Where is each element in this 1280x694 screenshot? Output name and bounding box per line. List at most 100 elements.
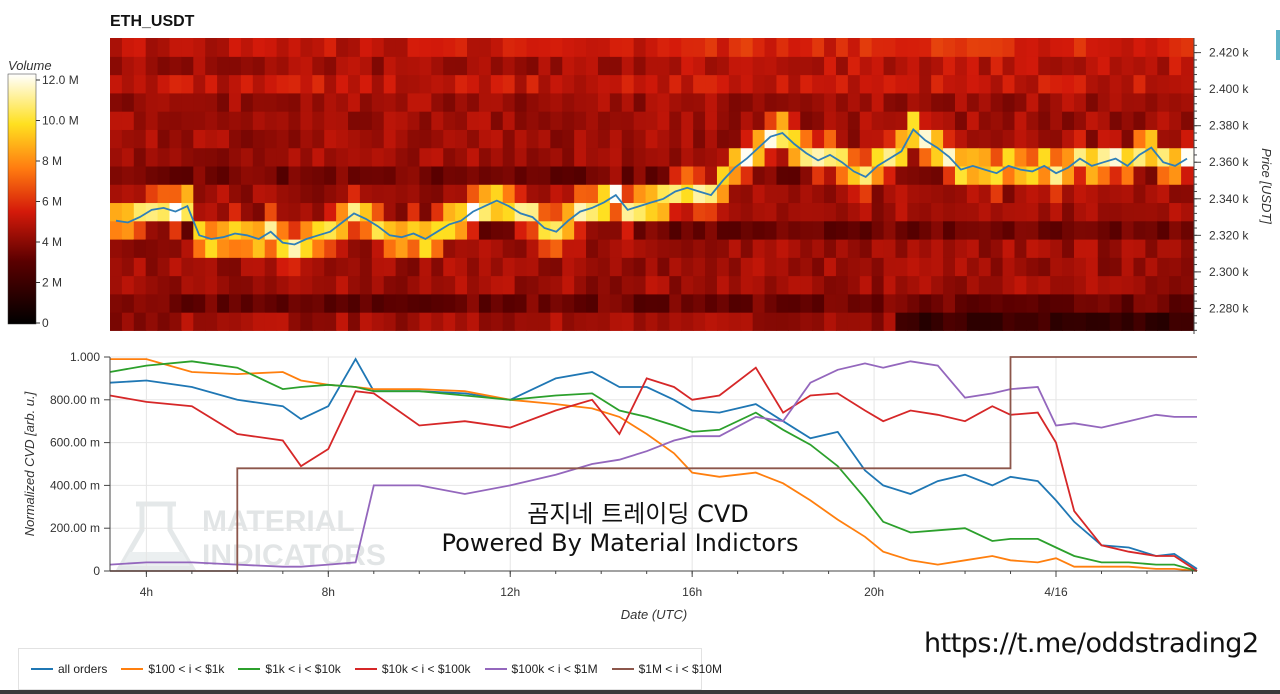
heatmap-cell [776,147,789,167]
heatmap-cell [490,275,504,295]
heatmap-cell [550,257,563,277]
heatmap-cell [633,165,647,185]
heatmap-cell [157,111,171,130]
heatmap-cell [205,111,218,130]
heatmap-cell [217,220,230,240]
legend-item[interactable]: $1k < i < $10k [238,662,341,676]
heatmap-cell [431,202,444,222]
heatmap-cell [348,74,361,94]
heatmap-cell [229,220,242,240]
heatmap-cell [681,129,694,149]
heatmap-cell [514,165,528,185]
heatmap-cell [145,238,159,258]
heatmap-cell [336,92,349,112]
heatmap-cell [907,184,920,204]
heatmap-cell [217,38,230,57]
heatmap-cell [669,238,682,258]
heatmap-cell [835,220,849,240]
heatmap-cell [300,111,313,130]
heatmap-cell [883,38,897,57]
heatmap-cell [419,312,432,331]
heatmap-cell [1133,129,1146,149]
heatmap-cell [229,257,242,277]
heatmap-cell [490,111,504,130]
heatmap-cell [883,92,897,112]
heatmap-cell [657,129,670,149]
heatmap-cell [693,147,706,167]
heatmap-cell [954,184,968,204]
heatmap-cell [764,220,778,240]
heatmap-cell [205,129,218,149]
heatmap-cell [597,220,611,240]
heatmap-cell [1085,275,1099,295]
cvd-axis-label: Normalized CVD [arb. u.] [22,391,37,536]
heatmap-cell [1145,184,1158,204]
telegram-link[interactable]: https://t.me/oddstrading2 [924,628,1259,659]
heatmap-cell [609,38,623,57]
legend-item[interactable]: $10k < i < $100k [354,662,471,676]
heatmap-cell [324,38,337,57]
heatmap-cell [752,312,766,331]
legend-item[interactable]: $100k < i < $1M [484,662,598,676]
heatmap-cell [467,111,480,130]
heatmap-cell [728,275,742,295]
heatmap-cell [633,74,647,94]
heatmap-cell [586,56,599,76]
heatmap-cell [824,220,837,240]
heatmap-cell [359,129,373,149]
heatmap-cell [919,111,932,130]
heatmap-cell [657,257,670,277]
heatmap-cell [645,92,659,112]
heatmap-cell [954,202,968,222]
heatmap-cell [193,165,206,185]
heatmap-cell [931,257,944,277]
heatmap-cell [181,129,194,149]
heatmap-cell [121,312,135,331]
heatmap-cell [1109,165,1123,185]
heatmap-cell [621,184,635,204]
heatmap-cell [883,202,897,222]
heatmap-cell [1050,56,1063,76]
heatmap-cell [1133,165,1146,185]
heatmap-cell [1050,220,1063,240]
heatmap-cell [990,56,1004,76]
heatmap-cell [800,147,813,167]
heatmap-cell [407,238,421,258]
heatmap-cell [812,129,825,149]
heatmap-cell [110,257,123,277]
cvd-x-tick-label: 4/16 [1044,585,1068,599]
heatmap-cell [240,165,254,185]
heatmap-cell [705,202,718,222]
heatmap-cell [324,257,337,277]
heatmap-cell [728,38,742,57]
heatmap-cell [169,312,183,331]
heatmap-cell [110,74,123,94]
heatmap-cell [169,238,183,258]
heatmap-cell [336,56,349,76]
heatmap-cell [252,165,266,185]
heatmap-cell [1050,312,1063,331]
heatmap-cell [169,184,183,204]
heatmap-cell [776,56,789,76]
legend-item[interactable]: $1M < i < $10M [611,662,722,676]
price-tick-label: 2.400 k [1209,82,1249,96]
heatmap-cell [312,202,325,222]
heatmap-cell [609,238,623,258]
heatmap-cell [324,111,337,130]
legend-item[interactable]: $100 < i < $1k [121,662,224,676]
heatmap-cell [395,74,409,94]
heatmap-cell [574,293,587,313]
heatmap-cell [145,184,159,204]
heatmap-cell [443,74,456,94]
heatmap-cell [1085,257,1099,277]
heatmap-cell [169,165,183,185]
heatmap-cell [907,165,920,185]
heatmap-cell [312,312,325,331]
legend-item[interactable]: all orders [31,662,107,676]
heatmap-cell [252,293,266,313]
heatmap-cell [1181,275,1194,295]
heatmap-cell [883,56,897,76]
heatmap-cell [121,56,135,76]
heatmap-cell [229,275,242,295]
heatmap-cell [562,184,575,204]
